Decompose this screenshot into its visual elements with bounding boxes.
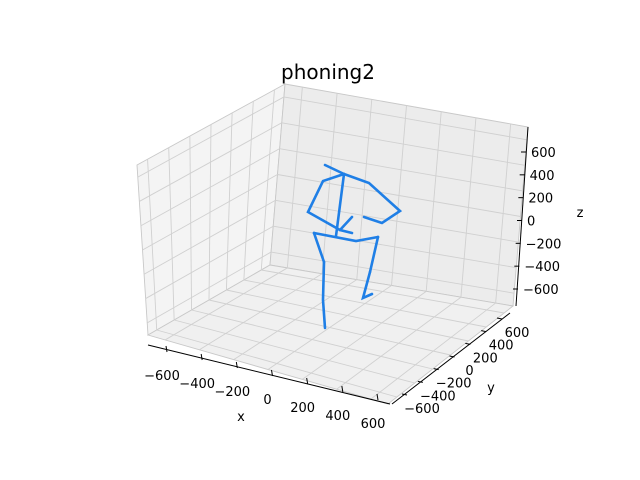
y-tick-label: 600 [505, 326, 530, 341]
y-tick-label: 400 [489, 339, 514, 354]
z-axis-label: z [577, 206, 584, 221]
z-tick-label: −200 [526, 237, 562, 252]
axes-panes [136, 83, 529, 405]
x-tick-label: 200 [290, 401, 315, 416]
bone-hips [312, 231, 380, 243]
y-tick-label: −400 [420, 389, 456, 404]
bone-phone-hand [338, 215, 354, 232]
grid-line [142, 174, 278, 251]
bone-left-arm [342, 172, 403, 225]
x-tick-mark [235, 361, 238, 369]
x-tick-mark [165, 345, 168, 353]
bone-spine [334, 172, 346, 238]
y-tick-label: 200 [473, 351, 498, 366]
x-axis-line [147, 344, 391, 405]
x-tick-label: −400 [179, 377, 215, 392]
grid-line [243, 279, 487, 328]
bone-head [323, 163, 346, 176]
y-tick-mark [496, 317, 503, 320]
y-tick-label: 0 [465, 364, 473, 379]
x-tick-mark [376, 393, 379, 401]
bone-left-shin [361, 270, 374, 301]
x-tick-label: −600 [144, 369, 180, 384]
y-axis-label: y [487, 381, 495, 396]
grid-line [302, 290, 427, 380]
floor-pane [146, 264, 515, 405]
grid-line [370, 302, 496, 400]
z-axis-line [515, 126, 529, 307]
grid-line [143, 199, 276, 275]
z-tick-label: 400 [530, 169, 555, 184]
chart-title: phoning2 [281, 60, 375, 84]
grid-line [146, 251, 272, 324]
grid-line [270, 251, 515, 294]
y-tick-label: −200 [436, 377, 472, 392]
z-tick-label: −400 [524, 260, 560, 275]
grid-line [425, 111, 442, 292]
grid-line [275, 199, 519, 243]
tick-layer: −600−400−2000200400600−600−400−200020040… [144, 146, 561, 432]
grid-line [225, 112, 233, 291]
grid-line [260, 89, 275, 271]
y-tick-mark [401, 393, 408, 396]
grid-line [495, 123, 512, 304]
x-tick-mark [271, 369, 273, 377]
z-tick-label: 600 [531, 146, 556, 161]
y-axis-line [391, 312, 511, 405]
y-tick-mark [449, 355, 455, 358]
z-tick-label: −600 [523, 283, 559, 298]
y-tick-mark [481, 330, 487, 333]
bone-right-shin [321, 260, 327, 330]
x-tick-label: −200 [214, 385, 250, 400]
x-tick-mark [306, 377, 309, 385]
z-tick-label: 200 [528, 192, 553, 207]
grid-line [460, 117, 477, 298]
grid-line [261, 269, 505, 314]
z-tick-label: 0 [527, 215, 535, 230]
y-tick-mark [433, 368, 439, 371]
skeleton-series [306, 163, 403, 330]
grid-line [145, 225, 274, 299]
y-tick-mark [417, 380, 423, 383]
x-tick-mark [341, 385, 344, 393]
x-tick-mark [200, 353, 203, 361]
gridlines [137, 87, 528, 400]
x-tick-label: 400 [325, 409, 350, 424]
x-axis-label: x [237, 410, 245, 425]
axis-lines [147, 126, 529, 405]
y-tick-label: −600 [404, 402, 440, 417]
y-tick-mark [465, 342, 471, 345]
bone-right-arm [306, 172, 354, 235]
bone-left-thigh [368, 235, 380, 274]
grid-line [208, 299, 451, 356]
grid-line [243, 101, 254, 281]
x-tick-label: 600 [361, 417, 386, 432]
grid-line [277, 174, 521, 217]
bone-right-thigh [312, 231, 326, 264]
grid-line [226, 289, 469, 342]
grid-line [336, 296, 462, 390]
x-tick-label: 0 [263, 393, 271, 408]
